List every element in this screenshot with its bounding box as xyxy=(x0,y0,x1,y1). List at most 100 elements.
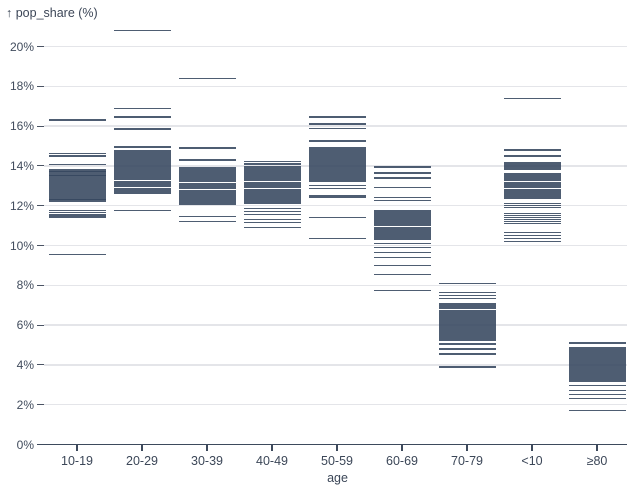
tick-mark xyxy=(308,179,366,181)
tick-mark xyxy=(113,151,171,153)
tick-mark xyxy=(113,152,171,155)
tick-mark xyxy=(373,242,431,245)
tick-mark xyxy=(113,161,171,163)
tick-mark xyxy=(113,156,171,159)
tick-mark xyxy=(438,343,496,345)
tick-mark xyxy=(48,174,106,176)
tick-mark xyxy=(308,237,366,240)
tick-mark xyxy=(568,358,626,360)
tick-mark xyxy=(503,194,561,196)
tick-mark xyxy=(308,176,366,178)
tick-mark xyxy=(178,171,236,173)
tick-mark xyxy=(48,182,106,185)
y-tick-label: 20% xyxy=(9,39,34,54)
tick-mark xyxy=(113,116,171,118)
tick-mark xyxy=(178,168,236,170)
x-tick-mark xyxy=(141,445,143,452)
tick-mark xyxy=(503,231,561,234)
tick-mark xyxy=(113,180,171,182)
y-tick-label: 18% xyxy=(9,79,34,94)
y-tick-mark xyxy=(37,165,44,167)
tick-mark xyxy=(48,189,106,191)
tick-mark xyxy=(113,163,171,166)
tick-mark xyxy=(438,333,496,335)
tick-mark xyxy=(438,283,496,285)
tick-mark xyxy=(503,177,561,179)
tick-mark xyxy=(503,149,561,151)
tick-mark xyxy=(308,175,366,177)
tick-mark xyxy=(113,172,171,174)
tick-mark xyxy=(308,194,366,197)
y-gridline xyxy=(44,284,627,286)
tick-mark xyxy=(308,150,366,152)
tick-mark xyxy=(373,219,431,221)
y-gridline xyxy=(44,404,627,406)
tick-mark xyxy=(243,185,301,188)
tick-mark xyxy=(48,184,106,186)
y-gridline xyxy=(44,324,627,326)
y-gridline xyxy=(44,85,627,87)
tick-mark xyxy=(373,229,431,231)
tick-mark xyxy=(503,222,561,225)
x-tick-mark xyxy=(336,445,338,452)
tick-mark xyxy=(308,168,366,170)
tick-mark xyxy=(308,152,366,155)
tick-mark xyxy=(568,385,626,387)
tick-mark xyxy=(243,184,301,186)
tick-mark xyxy=(568,359,626,362)
tick-mark xyxy=(503,212,561,215)
tick-mark xyxy=(178,176,236,179)
tick-mark xyxy=(503,214,561,217)
tick-mark xyxy=(308,169,366,171)
tick-mark xyxy=(308,188,366,190)
y-tick-mark xyxy=(37,364,44,366)
tick-mark xyxy=(243,188,301,190)
tick-mark xyxy=(113,154,171,156)
y-tick-mark xyxy=(37,85,44,87)
tick-mark xyxy=(503,220,561,223)
tick-mark xyxy=(438,306,496,309)
x-tick-label: 50-59 xyxy=(321,453,353,468)
tick-mark xyxy=(308,151,366,153)
tick-mark xyxy=(503,192,561,195)
tick-mark xyxy=(438,323,496,325)
x-tick-mark xyxy=(466,445,468,452)
tick-mark xyxy=(113,146,171,148)
tick-mark xyxy=(308,140,366,142)
tick-mark xyxy=(243,174,301,176)
tick-mark xyxy=(48,180,106,182)
tick-mark xyxy=(438,310,496,313)
tick-mark xyxy=(373,222,431,224)
tick-mark xyxy=(113,174,171,177)
tick-mark xyxy=(113,168,171,170)
tick-mark xyxy=(48,181,106,183)
tick-mark xyxy=(243,201,301,203)
tick-mark xyxy=(48,175,106,177)
y-tick-mark xyxy=(37,125,44,127)
tick-mark xyxy=(503,174,561,176)
tick-mark xyxy=(48,172,106,175)
x-tick-mark xyxy=(206,445,208,452)
tick-mark xyxy=(243,208,301,210)
tick-mark xyxy=(503,237,561,240)
tick-mark xyxy=(568,379,626,381)
tick-mark xyxy=(503,188,561,190)
tick-mark xyxy=(243,192,301,195)
tick-mark xyxy=(503,216,561,219)
tick-mark xyxy=(178,159,236,161)
tick-mark xyxy=(243,213,301,216)
tick-mark xyxy=(178,147,236,149)
tick-mark xyxy=(503,162,561,164)
tick-mark xyxy=(48,195,106,198)
tick-mark xyxy=(438,331,496,334)
y-tick-mark xyxy=(37,205,44,207)
tick-mark xyxy=(308,164,366,166)
tick-mark xyxy=(243,187,301,189)
tick-mark xyxy=(243,177,301,179)
tick-mark xyxy=(113,165,171,167)
tick-mark xyxy=(373,239,431,241)
tick-mark xyxy=(503,166,561,168)
tick-mark xyxy=(48,163,106,165)
y-tick-mark xyxy=(37,404,44,406)
